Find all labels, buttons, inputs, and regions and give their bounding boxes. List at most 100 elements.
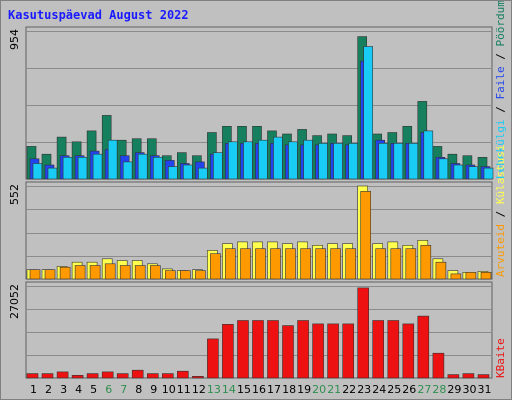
- bar-kbaite-day-16: [252, 320, 264, 379]
- bar-arvuteid-day-7: [119, 265, 131, 280]
- x-tick-label: 29: [447, 383, 461, 396]
- series-label: KBaite: [494, 338, 507, 378]
- bar-kbaite-day-31: [477, 374, 490, 379]
- bar-arvuteid-day-14: [225, 248, 236, 280]
- bar-lehekülgi-day-3: [62, 157, 73, 180]
- bar-kbaite-day-18: [282, 325, 294, 379]
- x-tick-label: 9: [150, 383, 157, 396]
- bar-kbaite-day-4: [71, 374, 84, 379]
- x-tick-label: 4: [75, 383, 82, 396]
- bar-kbaite-day-19: [297, 320, 309, 379]
- bar-arvuteid-day-5: [89, 265, 101, 280]
- x-tick-label: 26: [402, 383, 416, 396]
- bar-lehekülgi-day-22: [348, 143, 359, 180]
- bar-lehekülgi-day-4: [77, 157, 88, 180]
- bar-kbaite-day-1: [26, 373, 39, 379]
- bar-lehekülgi-day-17: [273, 136, 283, 180]
- bar-lehekülgi-day-12: [198, 167, 208, 180]
- series-label: Lehekülgi / Faile / Pöördumisi: [494, 1, 507, 179]
- bar-arvuteid-day-3: [59, 266, 71, 280]
- bar-lehekülgi-day-27: [423, 130, 434, 180]
- panel-2: 552: [8, 181, 493, 280]
- bar-arvuteid-day-19: [300, 248, 311, 280]
- chart-panels: 954 552 27052: [8, 26, 494, 379]
- bar-arvuteid-day-2: [44, 269, 56, 280]
- series-label-part: /: [494, 100, 507, 120]
- x-tick-label: 21: [327, 383, 341, 396]
- bar-lehekülgi-day-6: [107, 139, 118, 180]
- bar-kbaite-day-27: [417, 315, 430, 379]
- chart-title: Kasutuspäevad August 2022: [8, 8, 189, 22]
- bar-arvuteid-day-17: [270, 248, 281, 280]
- bar-lehekülgi-day-5: [92, 153, 103, 180]
- x-tick-label: 14: [222, 383, 236, 396]
- x-tick-label: 2: [45, 383, 52, 396]
- bar-lehekülgi-day-18: [288, 141, 298, 180]
- bar-kbaite-day-14: [222, 323, 234, 379]
- bar-kbaite-day-28: [432, 352, 445, 379]
- bar-arvuteid-day-4: [74, 265, 86, 280]
- bar-lehekülgi-day-19: [303, 139, 313, 180]
- bar-arvuteid-day-26: [405, 248, 417, 280]
- bar-kbaite-day-23: [357, 287, 370, 379]
- bar-kbaite-day-9: [147, 373, 159, 379]
- bar-arvuteid-day-8: [134, 265, 146, 280]
- bar-lehekülgi-day-31: [483, 167, 494, 180]
- bar-kbaite-day-2: [41, 373, 54, 379]
- x-tick-label: 8: [135, 383, 142, 396]
- x-tick-label: 3: [60, 383, 67, 396]
- bar-kbaite-day-30: [462, 373, 475, 379]
- bar-arvuteid-day-11: [180, 270, 191, 280]
- bar-arvuteid-day-21: [330, 248, 341, 280]
- bar-kbaite-day-25: [387, 320, 400, 379]
- bar-kbaite-day-12: [192, 375, 204, 379]
- bar-kbaite-day-29: [447, 374, 460, 379]
- x-tick-label: 23: [357, 383, 371, 396]
- x-tick-label: 25: [387, 383, 401, 396]
- panel-3: 27052: [8, 281, 493, 379]
- bar-arvuteid-day-16: [255, 248, 266, 280]
- y-axis-max-label: 27052: [8, 284, 21, 319]
- bar-lehekülgi-day-24: [378, 143, 389, 180]
- bar-lehekülgi-day-10: [168, 166, 178, 180]
- x-tick-label: 1: [30, 383, 37, 396]
- bar-kbaite-day-10: [162, 373, 174, 379]
- bar-kbaite-day-3: [56, 371, 69, 379]
- series-label-part: Lehekülgi: [494, 119, 507, 179]
- bar-kbaite-day-20: [312, 323, 324, 379]
- bar-lehekülgi-day-1: [32, 163, 43, 180]
- bar-lehekülgi-day-7: [122, 161, 133, 180]
- bar-lehekülgi-day-30: [468, 166, 479, 180]
- x-tick-label: 12: [192, 383, 206, 396]
- bar-arvuteid-day-10: [165, 270, 176, 280]
- bar-kbaite-day-8: [131, 369, 144, 379]
- x-tick-label: 16: [252, 383, 266, 396]
- y-axis-max-label: 954: [8, 29, 21, 50]
- x-tick-label: 5: [90, 383, 97, 396]
- bar-kbaite-day-21: [327, 323, 339, 379]
- x-tick-label: 28: [432, 383, 446, 396]
- bar-kbaite-day-22: [342, 323, 355, 379]
- bar-kbaite-day-7: [116, 373, 129, 379]
- bar-arvuteid-day-25: [390, 248, 402, 280]
- bar-lehekülgi-day-25: [393, 143, 404, 180]
- bar-lehekülgi-day-21: [333, 143, 343, 180]
- bar-lehekülgi-day-15: [243, 141, 253, 180]
- bar-kbaite-day-24: [372, 320, 385, 379]
- bar-kbaite-day-26: [402, 323, 415, 379]
- bar-kbaite-day-6: [101, 371, 114, 379]
- bar-lehekülgi-day-13: [213, 152, 223, 180]
- x-tick-label: 7: [120, 383, 127, 396]
- bar-lehekülgi-day-29: [453, 164, 464, 180]
- bar-lehekülgi-day-11: [183, 164, 193, 180]
- bar-kbaite-day-15: [237, 320, 249, 379]
- series-label-part: Arvuteid: [494, 224, 507, 277]
- bar-lehekülgi-day-2: [47, 167, 58, 180]
- bar-lehekülgi-day-8: [137, 153, 148, 180]
- bar-arvuteid-day-22: [345, 248, 357, 280]
- series-label-part: Pöördumisi: [494, 1, 507, 47]
- x-tick-label: 18: [282, 383, 296, 396]
- series-label-part: Faile: [494, 66, 507, 99]
